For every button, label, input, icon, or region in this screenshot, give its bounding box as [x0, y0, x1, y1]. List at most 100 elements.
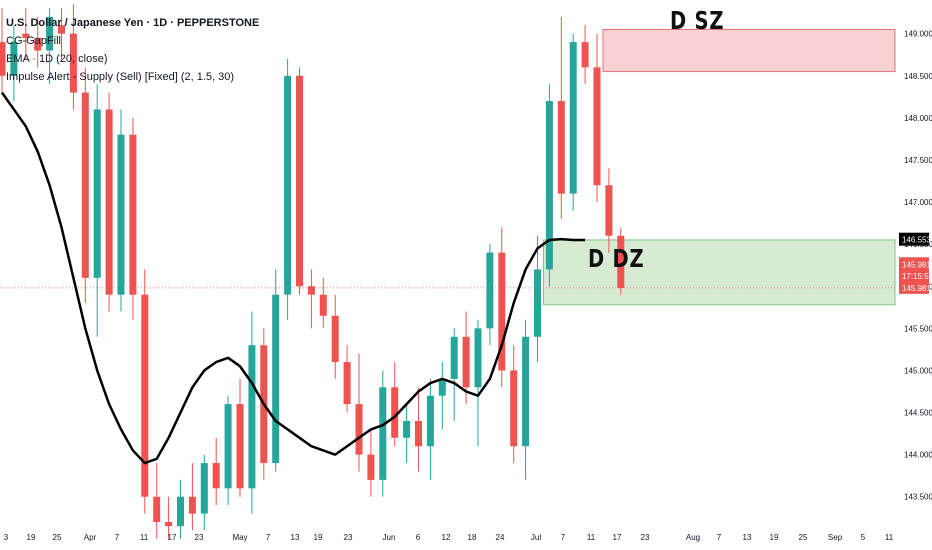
- last-price-tag-bg: [899, 280, 929, 294]
- candle-body: [545, 101, 553, 270]
- x-tick-label: 12: [442, 533, 451, 542]
- candle-body: [177, 496, 184, 527]
- x-tick-label: 11: [587, 533, 596, 542]
- y-tick-label: 144.000: [904, 451, 932, 460]
- x-tick-label: 23: [195, 533, 204, 542]
- x-tick-label: Jul: [531, 533, 541, 542]
- candle-body: [236, 404, 244, 489]
- supply-zone-label: D SZ: [670, 6, 725, 35]
- candle-body: [522, 336, 530, 447]
- ema-line: [0, 91, 586, 465]
- x-tick-label: 7: [266, 533, 271, 542]
- x-tick-label: 13: [291, 533, 300, 542]
- x-tick-label: 18: [468, 533, 477, 542]
- candle-body: [593, 67, 601, 186]
- x-tick-label: 19: [27, 533, 36, 542]
- candle-body: [93, 109, 101, 278]
- supply-zone: [602, 28, 896, 73]
- candle-body: [617, 235, 625, 288]
- x-tick-label: Apr: [84, 533, 97, 542]
- y-tick-label: 149.000: [904, 30, 932, 39]
- x-tick-label: 11: [885, 533, 894, 542]
- x-tick-label: Jun: [383, 533, 396, 542]
- candle-body: [212, 463, 220, 489]
- ema-price-tag: 146.553: [902, 236, 931, 245]
- candle-body: [200, 463, 208, 514]
- demand-zone: [543, 239, 896, 306]
- x-tick-label: 11: [140, 533, 149, 542]
- y-tick-label: 148.000: [904, 114, 932, 123]
- current-price-tag-bg: [899, 257, 929, 271]
- x-tick-label: May: [232, 533, 247, 542]
- x-tick-label: 7: [561, 533, 566, 542]
- candle-body: [403, 420, 411, 438]
- countdown-tag-bg: [899, 269, 929, 283]
- candle-body: [141, 294, 149, 497]
- last-price-tag: 145.981: [902, 284, 931, 293]
- x-tick-label: 23: [344, 533, 353, 542]
- x-tick-label: Sep: [828, 533, 843, 542]
- candle-body: [188, 496, 196, 514]
- candle-body: [605, 185, 613, 236]
- y-tick-label: 143.500: [904, 493, 932, 502]
- indicator-impulse-alert[interactable]: Impulse Alert - Supply (Sell) [Fixed] (2…: [6, 71, 235, 83]
- x-tick-label: 25: [799, 533, 808, 542]
- y-tick-label: 144.500: [904, 409, 932, 418]
- x-tick-label: 13: [743, 533, 752, 542]
- candle-body: [248, 345, 256, 489]
- candle-body: [462, 336, 470, 388]
- x-tick-label: 19: [314, 533, 323, 542]
- candle-body: [498, 252, 506, 371]
- candle-body: [10, 42, 18, 76]
- indicator-ema[interactable]: EMA · 1D (20, close): [6, 53, 108, 65]
- candle-body: [379, 387, 387, 480]
- candle-body: [355, 404, 363, 455]
- candle-body: [426, 395, 434, 447]
- candle-body: [69, 33, 77, 93]
- countdown-tag: 17:15:51: [902, 272, 932, 281]
- candle-body: [129, 134, 137, 295]
- candle-body: [81, 92, 89, 278]
- symbol-title[interactable]: U.S. Dollar / Japanese Yen · 1D · PEPPER…: [6, 17, 260, 29]
- y-tick-label: 147.500: [904, 156, 932, 165]
- x-tick-label: 25: [53, 533, 62, 542]
- candle-body: [46, 16, 54, 51]
- demand-zone-label: D DZ: [588, 244, 645, 273]
- x-tick-label: 23: [641, 533, 650, 542]
- candle-body: [296, 75, 303, 287]
- candle-body: [117, 134, 125, 295]
- candle-body: [153, 496, 161, 522]
- candle-body: [105, 109, 113, 295]
- candle-body: [22, 33, 30, 38]
- y-tick-label: 145.000: [904, 366, 932, 375]
- x-tick-label: 19: [770, 533, 779, 542]
- x-tick-label: 24: [496, 533, 505, 542]
- candle-body: [319, 294, 327, 316]
- candle-body: [367, 454, 375, 480]
- x-tick-label: 17: [168, 533, 177, 542]
- y-tick-label: 145.500: [904, 324, 932, 333]
- x-tick-label: Aug: [686, 533, 700, 542]
- candle-body: [581, 42, 589, 68]
- current-price-tag: 145.981: [902, 260, 931, 269]
- x-tick-label: 7: [717, 533, 722, 542]
- candle-body: [331, 315, 339, 363]
- indicator-gapfill[interactable]: CG-GapFill: [6, 35, 62, 47]
- ema-price-tag-bg: [899, 232, 929, 246]
- candle-body: [415, 420, 422, 447]
- candle-body: [224, 404, 232, 489]
- chart-legend: U.S. Dollar / Japanese Yen · 1D · PEPPER…: [6, 14, 259, 86]
- candle-body: [307, 286, 315, 295]
- candle-body: [343, 362, 351, 405]
- candle-body: [284, 75, 292, 295]
- x-tick-label: 7: [115, 533, 120, 542]
- candle-body: [510, 370, 518, 447]
- candle-body: [0, 42, 6, 76]
- candle-body: [450, 336, 458, 379]
- y-tick-label: 148.500: [904, 72, 932, 81]
- candle-body: [391, 387, 399, 438]
- candle-body: [34, 37, 42, 51]
- candle-body: [165, 522, 173, 527]
